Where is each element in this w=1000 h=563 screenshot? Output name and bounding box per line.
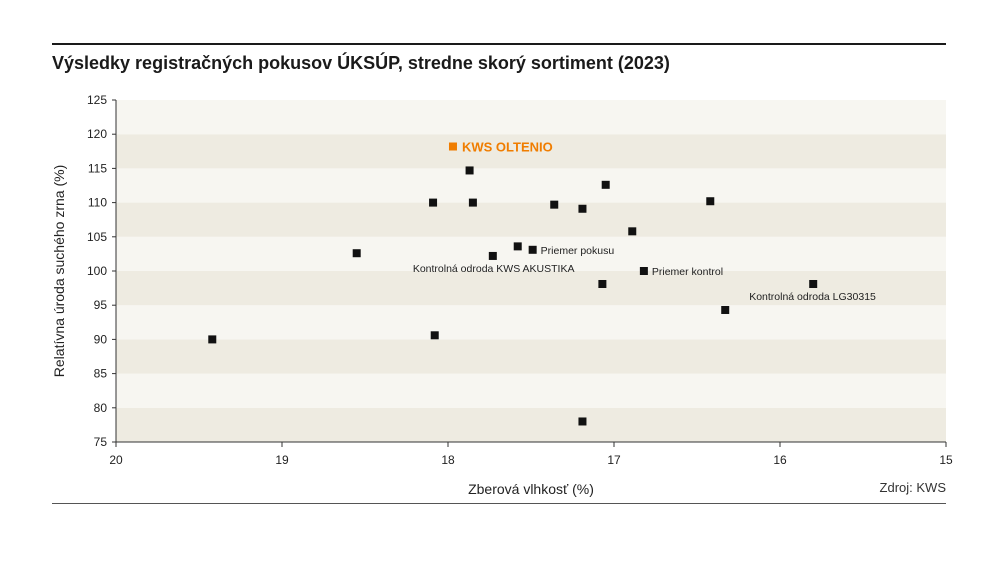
background-bands (116, 100, 946, 442)
y-tick-label: 115 (88, 161, 107, 175)
y-tick-label: 110 (88, 196, 107, 210)
bottom-rule (52, 503, 946, 504)
y-tick-label: 95 (94, 298, 108, 312)
x-axis-ticks: 20 19 18 17 16 15 (109, 442, 953, 467)
x-tick-label: 18 (441, 453, 455, 467)
x-tick-label: 16 (773, 453, 787, 467)
band (116, 236, 946, 271)
y-tick-label: 120 (87, 127, 107, 141)
data-point (598, 279, 607, 288)
band (116, 305, 946, 340)
data-point (706, 197, 715, 206)
chart-title: Výsledky registračných pokusov ÚKSÚP, st… (52, 53, 670, 73)
data-point (809, 279, 818, 288)
data-point (721, 305, 730, 314)
x-tick-label: 20 (109, 453, 123, 467)
y-tick-label: 125 (87, 93, 107, 107)
data-point (513, 242, 522, 251)
y-tick-label: 85 (94, 367, 108, 381)
y-axis-label: Relatívna úroda suchého zrna (%) (51, 165, 67, 377)
point-label: Kontrolná odroda LG30315 (749, 291, 876, 303)
band (116, 134, 946, 169)
highlight-label: KWS OLTENIO (462, 140, 553, 155)
band (116, 271, 946, 306)
source-note: Zdroj: KWS (879, 480, 946, 495)
data-point (429, 198, 438, 207)
band (116, 168, 946, 203)
data-point (465, 166, 474, 175)
band (116, 339, 946, 374)
data-point (430, 331, 439, 340)
point-label: Priemer kontrol (652, 266, 723, 278)
data-points (208, 142, 818, 426)
band (116, 407, 946, 442)
data-point (578, 204, 587, 213)
x-tick-label: 19 (275, 453, 289, 467)
band (116, 100, 946, 135)
x-tick-label: 17 (607, 453, 621, 467)
axes (115, 100, 946, 443)
top-rule (52, 43, 946, 45)
data-point (208, 335, 217, 344)
y-tick-label: 105 (87, 230, 107, 244)
band (116, 202, 946, 237)
data-point (578, 417, 587, 426)
point-label: Priemer pokusu (541, 245, 615, 257)
data-point (488, 251, 497, 260)
data-point (550, 200, 559, 209)
data-point (528, 245, 537, 254)
y-tick-label: 80 (94, 401, 108, 415)
point-labels: KWS OLTENIO Priemer pokusu Kontrolná odrod… (413, 140, 876, 303)
point-label: Kontrolná odroda KWS AKUSTIKA (413, 263, 575, 275)
y-axis-ticks: 75 80 85 90 95 100 105 110 115 120 125 (87, 93, 116, 449)
x-axis-label: Zberová vlhkosť (%) (468, 481, 594, 497)
data-point (468, 198, 477, 207)
band (116, 373, 946, 408)
y-tick-label: 100 (87, 264, 107, 278)
data-point (628, 227, 637, 236)
data-point (601, 180, 610, 189)
data-point (639, 267, 648, 275)
highlight-point (448, 142, 457, 151)
x-tick-label: 15 (939, 453, 953, 467)
y-tick-label: 75 (94, 435, 108, 449)
y-tick-label: 90 (94, 332, 108, 346)
data-point (352, 249, 361, 258)
